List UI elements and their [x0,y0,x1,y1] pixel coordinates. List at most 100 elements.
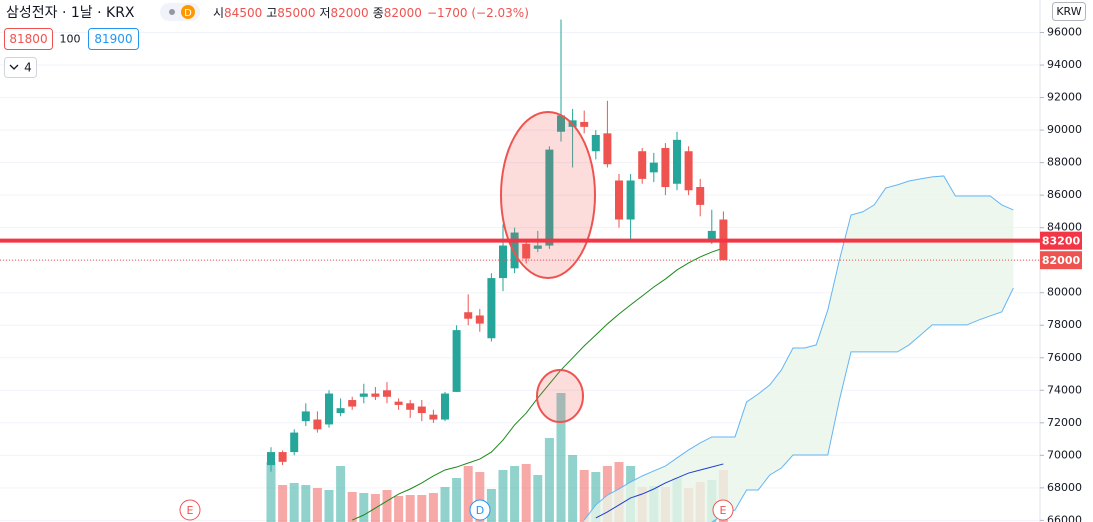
ohlc: 시84500 고85000 저82000 종82000 −1700 (−2.03%) [213,6,529,20]
candle-body [533,245,542,249]
candle-body [487,278,496,339]
change: −1700 (−2.03%) [427,6,529,20]
candle-body [441,393,449,420]
candle-body [591,134,600,152]
volume-bar [533,475,543,522]
indicator-line [711,287,1014,522]
interval-badge: D [184,8,192,19]
volume-bar [266,462,276,522]
candle-body [359,393,368,397]
candle-body [383,390,391,397]
volume-bar [556,393,566,522]
event-badge[interactable] [179,499,201,521]
candle-body [684,151,693,191]
last-price-label: 82000 [1042,254,1081,267]
y-tick-label: 96000 [1047,26,1082,39]
highlight-ellipse [536,369,584,423]
volume-bar [452,478,462,522]
events: E D E [179,499,734,521]
y-tick-label: 92000 [1047,91,1082,104]
candle-body [417,406,426,414]
volume-bar [347,492,357,522]
volume-bar [591,472,601,522]
ohlc-value: 82000 [331,6,369,20]
y-tick-label: 90000 [1047,123,1082,136]
volume-bar [521,464,531,522]
candle-body [649,162,658,173]
event-label: D [476,504,484,517]
candle-body [638,151,647,179]
volume-bar [359,493,369,522]
y-tick-label: 66000 [1047,513,1082,522]
ohlc-label: 고 [266,6,277,20]
candle-body [290,432,299,453]
volume-bar [463,466,473,522]
y-tick-label: 94000 [1047,58,1082,71]
candle-body [464,312,473,319]
candle-body [267,452,275,466]
volume-bar [498,470,508,522]
spread: 100 [60,33,81,46]
volume-bar [417,495,427,522]
volume-bar [405,495,415,522]
volume-bar [301,485,311,522]
sell-button[interactable] [4,28,53,50]
candle-body [452,330,461,392]
candle-body [278,452,287,462]
y-tick-label: 76000 [1047,351,1082,364]
y-tick-label: 80000 [1047,286,1082,299]
candle-body [475,315,484,324]
candle-body [626,180,635,220]
legend-header: 삼성전자 · 1날 · KRX D 시84500 고85000 저82000 종820… [4,2,1086,78]
candle-body [545,149,554,246]
bid: 81800 [9,32,47,46]
highlight-ellipse [500,111,596,279]
candle-body [673,139,681,184]
volume-bar [475,472,485,522]
buy-button[interactable] [88,28,139,50]
ohlc-value: 84500 [224,6,262,20]
price-axis: 66000 68000 70000 72000 74000 76000 78000 80000… [1040,26,1082,522]
indicator-line [583,175,1014,521]
candle-body [371,393,380,397]
volume-bar [544,438,554,522]
chevron [9,64,19,70]
volume-bar [510,466,520,522]
y-tick-label: 84000 [1047,221,1082,234]
annotations [500,111,596,423]
event-badge[interactable] [712,499,734,521]
indicators-count: 4 [24,61,32,75]
volume-bar [568,455,578,522]
candle-body [510,232,519,269]
candle-body [615,180,623,220]
candle-body [406,403,415,410]
badge-circle [181,5,195,19]
event-label: E [187,504,194,517]
candle-body [394,401,403,405]
candle-body [557,115,565,132]
price-line-box [1040,231,1082,250]
y-tick-label: 70000 [1047,448,1082,461]
event-label: E [720,504,727,517]
indicators-toggle[interactable] [4,57,37,78]
candle-body [429,414,438,420]
y-tick-label: 86000 [1047,188,1082,201]
candle-body [522,243,531,259]
event-badge[interactable] [469,499,491,521]
candle-body [499,245,507,279]
volume-bar [428,493,438,522]
volume-bar [312,488,322,522]
status-dot [169,9,175,15]
currency-box[interactable] [1052,2,1086,21]
candle-body [696,187,705,205]
ohlc-label: 종 [373,6,384,20]
plot-area [0,19,1040,522]
cloud-fill [584,175,1014,522]
volume-bar [440,487,450,522]
price-line-label: 83200 [1042,235,1081,248]
indicator-line [595,463,724,519]
candle-body [707,230,716,240]
candle-body [348,400,357,407]
y-tick-label: 68000 [1047,481,1082,494]
